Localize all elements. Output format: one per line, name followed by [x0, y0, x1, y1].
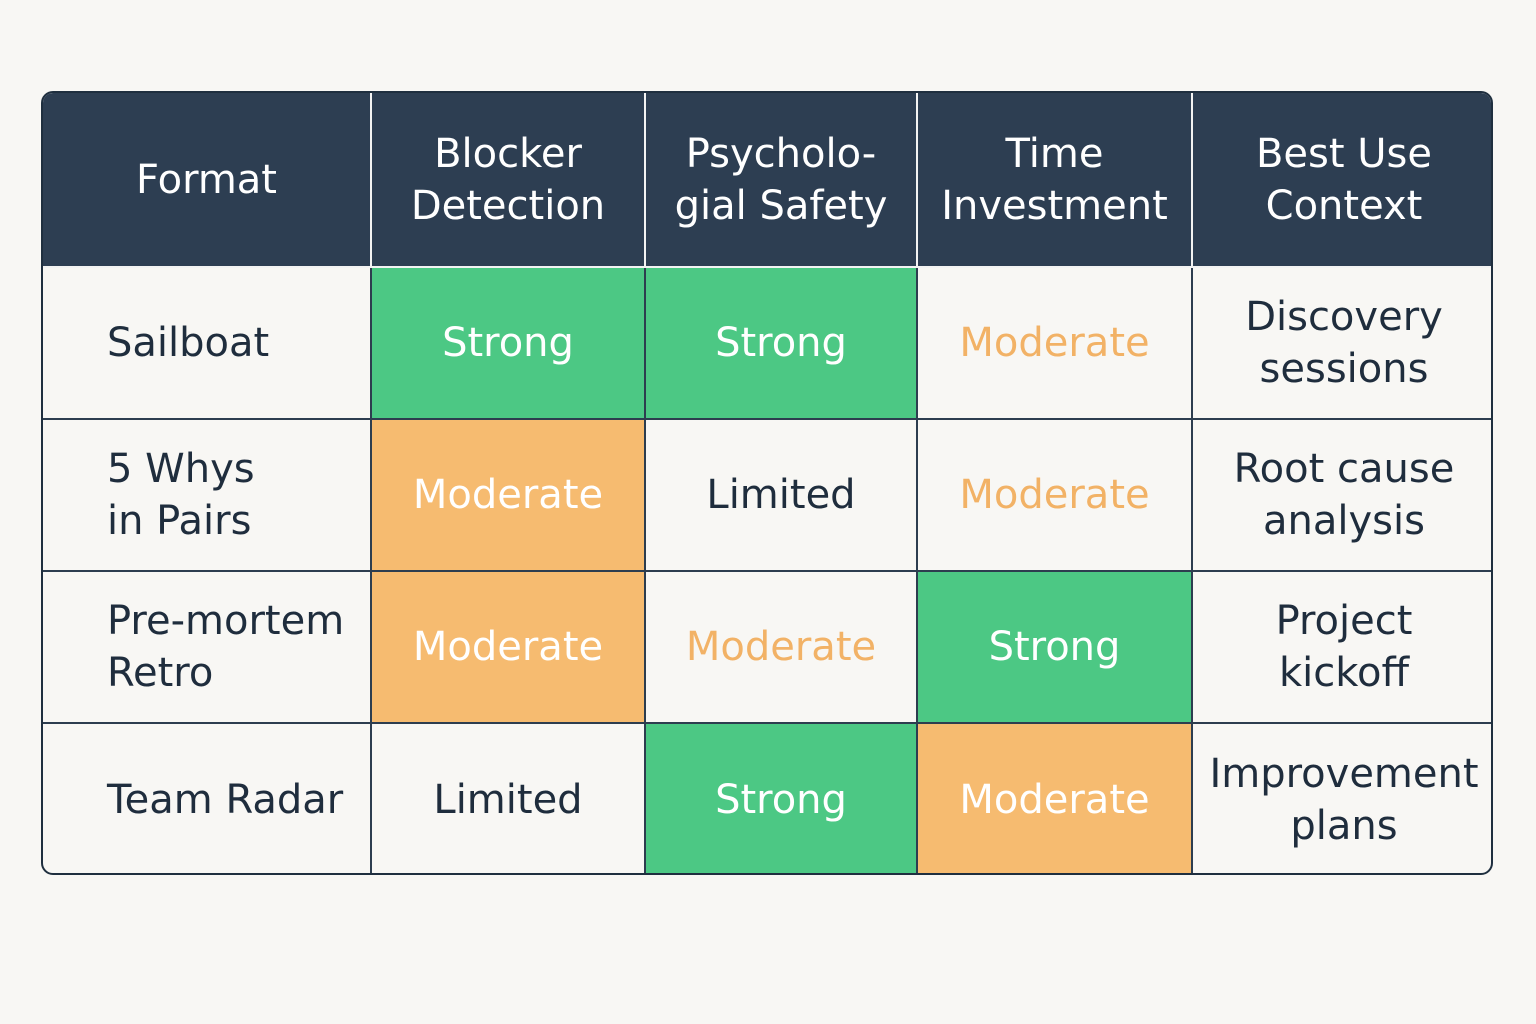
best-use-context-cell: Discovery sessions: [1191, 266, 1491, 420]
table-row: Pre-mortem Retro Moderate Moderate Stron…: [43, 570, 1491, 724]
blocker-detection-cell: Moderate: [370, 418, 646, 572]
format-cell: Pre-mortem Retro: [43, 570, 372, 724]
header-best-use-context: Best Use Context: [1191, 93, 1491, 268]
header-blocker-detection: Blocker Detection: [370, 93, 646, 268]
table-row: Team Radar Limited Strong Moderate Impro…: [43, 722, 1491, 873]
retro-format-comparison-table: Format Blocker Detection Psycholo- gial …: [43, 93, 1491, 873]
best-use-context-cell: Project kickoff: [1191, 570, 1491, 724]
time-investment-cell: Moderate: [916, 722, 1193, 873]
header-psychological-safety: Psycholo- gial Safety: [644, 93, 918, 268]
format-cell: Team Radar: [43, 722, 372, 873]
psychological-safety-cell: Limited: [644, 418, 918, 572]
time-investment-cell: Moderate: [916, 418, 1193, 572]
header-row: Format Blocker Detection Psycholo- gial …: [43, 93, 1491, 268]
psychological-safety-cell: Strong: [644, 722, 918, 873]
table-row: Sailboat Strong Strong Moderate Discover…: [43, 266, 1491, 420]
best-use-context-cell: Improvement plans: [1191, 722, 1491, 873]
table-header: Format Blocker Detection Psycholo- gial …: [43, 93, 1491, 268]
format-cell: 5 Whys in Pairs: [43, 418, 372, 572]
time-investment-cell: Moderate: [916, 266, 1193, 420]
best-use-context-cell: Root cause analysis: [1191, 418, 1491, 572]
psychological-safety-cell: Strong: [644, 266, 918, 420]
format-cell: Sailboat: [43, 266, 372, 420]
blocker-detection-cell: Moderate: [370, 570, 646, 724]
table-body: Sailboat Strong Strong Moderate Discover…: [43, 266, 1491, 873]
header-format: Format: [43, 93, 372, 268]
time-investment-cell: Strong: [916, 570, 1193, 724]
comparison-table-container: Format Blocker Detection Psycholo- gial …: [41, 91, 1493, 875]
table-row: 5 Whys in Pairs Moderate Limited Moderat…: [43, 418, 1491, 572]
blocker-detection-cell: Limited: [370, 722, 646, 873]
blocker-detection-cell: Strong: [370, 266, 646, 420]
header-time-investment: Time Investment: [916, 93, 1193, 268]
psychological-safety-cell: Moderate: [644, 570, 918, 724]
